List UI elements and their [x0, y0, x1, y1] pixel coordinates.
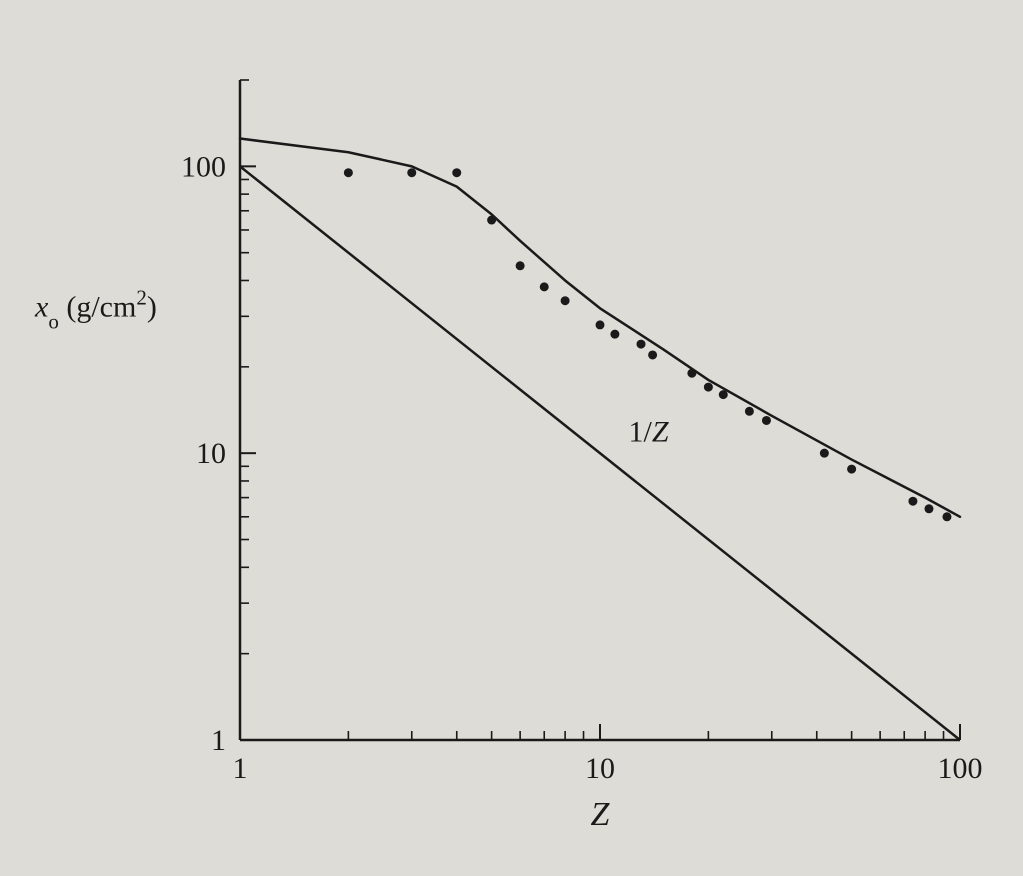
data-point — [719, 390, 728, 399]
data-point — [648, 350, 657, 359]
data-point — [924, 504, 933, 513]
chart-container: 1101001101001/ZZxo (g/cm2) — [0, 0, 1023, 876]
data-point — [704, 383, 713, 392]
data-point — [637, 340, 646, 349]
data-point — [487, 216, 496, 225]
data-point — [596, 320, 605, 329]
data-point — [745, 407, 754, 416]
data-point — [762, 416, 771, 425]
data-point — [610, 330, 619, 339]
data-point — [452, 168, 461, 177]
x-tick-label: 100 — [938, 752, 983, 785]
radiation-length-chart: 1101001101001/ZZxo (g/cm2) — [0, 0, 1023, 876]
x-tick-label: 1 — [233, 752, 248, 785]
data-point — [908, 497, 917, 506]
x-tick-label: 10 — [585, 752, 615, 785]
data-point — [407, 168, 416, 177]
data-point — [847, 465, 856, 474]
data-point — [561, 296, 570, 305]
data-point — [942, 512, 951, 521]
y-tick-label: 10 — [196, 437, 226, 470]
data-point — [820, 449, 829, 458]
one-over-z-label: 1/Z — [629, 415, 669, 448]
x-axis-label: Z — [591, 796, 611, 833]
y-tick-label: 1 — [211, 724, 226, 757]
data-point — [516, 261, 525, 270]
data-point — [687, 369, 696, 378]
data-point — [344, 168, 353, 177]
data-point — [540, 282, 549, 291]
y-tick-label: 100 — [181, 150, 226, 183]
